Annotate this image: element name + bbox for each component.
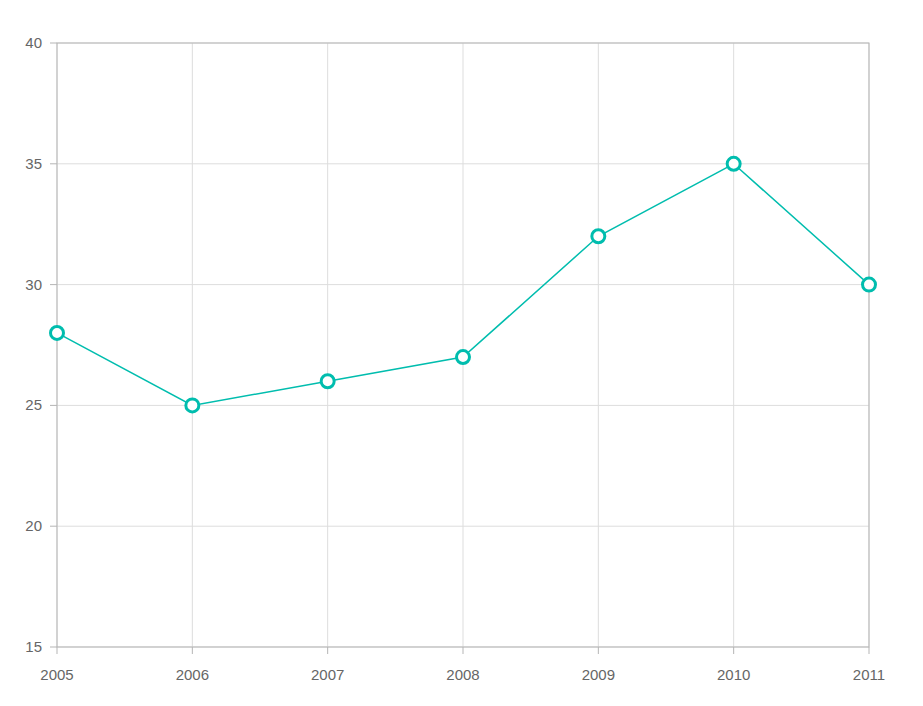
x-tick-label: 2005 — [40, 666, 73, 683]
x-tick — [327, 647, 328, 654]
x-tick — [57, 647, 58, 654]
y-tick — [50, 163, 57, 164]
data-point — [727, 157, 740, 170]
y-tick — [50, 43, 57, 44]
x-tick — [869, 647, 870, 654]
y-tick-label: 30 — [25, 276, 42, 293]
chart-svg: 15 20 25 30 35 40 2005 2006 2007 2008 2009 2010 2011 — [0, 0, 923, 706]
x-grid-line — [463, 43, 464, 647]
y-tick — [50, 526, 57, 527]
chart-container: 15 20 25 30 35 40 2005 2006 2007 2008 2009 2010 2011 — [0, 0, 923, 706]
y-tick-label: 35 — [25, 155, 42, 172]
x-tick — [192, 647, 193, 654]
x-tick — [598, 647, 599, 654]
x-grid-line — [327, 43, 328, 647]
plot-frame — [57, 43, 869, 647]
x-tick-label: 2008 — [446, 666, 479, 683]
x-grid-line — [192, 43, 193, 647]
x-tick-label: 2011 — [853, 666, 885, 683]
x-tick — [463, 647, 464, 654]
y-tick — [50, 284, 57, 285]
x-tick — [733, 647, 734, 654]
data-point — [51, 326, 64, 339]
data-point — [863, 278, 876, 291]
y-tick-label: 25 — [25, 396, 42, 413]
y-tick-label: 15 — [25, 638, 42, 655]
x-grid-line — [733, 43, 734, 647]
x-tick-label: 2010 — [717, 666, 750, 683]
data-point — [592, 230, 605, 243]
data-point — [321, 375, 334, 388]
data-point — [186, 399, 199, 412]
x-tick-label: 2009 — [582, 666, 615, 683]
y-tick-label: 40 — [25, 34, 42, 51]
series-group — [51, 157, 876, 412]
y-tick-label: 20 — [25, 517, 42, 534]
data-point — [457, 351, 470, 364]
series-line — [57, 164, 869, 406]
x-tick-label: 2007 — [311, 666, 344, 683]
y-tick — [50, 405, 57, 406]
y-tick — [50, 647, 57, 648]
x-grid-line — [598, 43, 599, 647]
x-tick-label: 2006 — [176, 666, 209, 683]
